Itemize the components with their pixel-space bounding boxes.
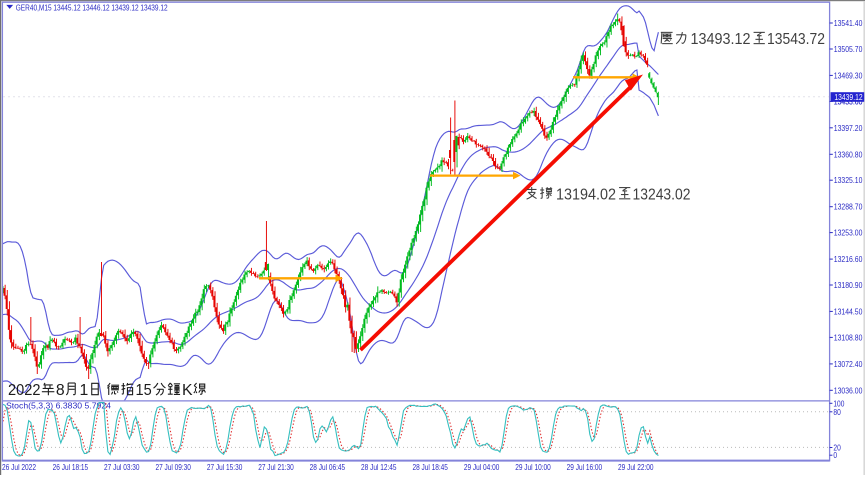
svg-text:13543.72: 13543.72 (767, 31, 825, 48)
svg-text:13397.20: 13397.20 (834, 123, 863, 133)
svg-text:13505.70: 13505.70 (834, 44, 863, 54)
svg-text:13243.02: 13243.02 (633, 186, 691, 203)
svg-text:13144.50: 13144.50 (834, 306, 863, 316)
svg-text:Stoch(5,3,3) 6.3830 5.7924: Stoch(5,3,3) 6.3830 5.7924 (6, 401, 111, 411)
svg-text:13194.02: 13194.02 (556, 186, 616, 203)
svg-text:28 Jul 18:45: 28 Jul 18:45 (412, 462, 448, 472)
svg-text:13288.70: 13288.70 (834, 202, 863, 212)
svg-text:13072.40: 13072.40 (834, 359, 863, 369)
svg-text:27 Jul 21:30: 27 Jul 21:30 (258, 462, 294, 472)
svg-text:13541.40: 13541.40 (834, 18, 863, 28)
svg-text:8: 8 (56, 382, 65, 399)
svg-text:27 Jul 15:30: 27 Jul 15:30 (207, 462, 243, 472)
svg-text:K: K (182, 382, 193, 399)
svg-text:29 Jul 16:00: 29 Jul 16:00 (567, 462, 603, 472)
svg-text:13036.00: 13036.00 (834, 385, 863, 395)
svg-text:29 Jul 22:00: 29 Jul 22:00 (618, 462, 654, 472)
svg-text:2022: 2022 (8, 382, 41, 399)
svg-text:13439.12: 13439.12 (834, 92, 863, 102)
svg-text:27 Jul 09:30: 27 Jul 09:30 (155, 462, 191, 472)
svg-text:GER40,M15 13445.12 13446.12 1: GER40,M15 13445.12 13446.12 13439.12 134… (16, 3, 168, 13)
svg-text:29 Jul 10:00: 29 Jul 10:00 (515, 462, 551, 472)
svg-text:20: 20 (833, 443, 841, 453)
svg-text:13360.80: 13360.80 (834, 149, 863, 159)
svg-text:80: 80 (833, 407, 841, 417)
svg-text:13493.12: 13493.12 (691, 31, 751, 48)
svg-text:13180.90: 13180.90 (834, 280, 863, 290)
svg-text:26 Jul 18:15: 26 Jul 18:15 (53, 462, 89, 472)
svg-text:13325.10: 13325.10 (834, 175, 863, 185)
svg-text:28 Jul 12:45: 28 Jul 12:45 (361, 462, 397, 472)
svg-text:28 Jul 06:45: 28 Jul 06:45 (310, 462, 346, 472)
svg-text:13108.80: 13108.80 (834, 332, 863, 342)
svg-text:29 Jul 04:00: 29 Jul 04:00 (464, 462, 500, 472)
svg-text:15: 15 (136, 382, 152, 399)
svg-text:1: 1 (80, 382, 89, 399)
svg-text:13216.60: 13216.60 (834, 254, 863, 264)
svg-text:26 Jul 2022: 26 Jul 2022 (2, 462, 36, 472)
svg-text:100: 100 (833, 398, 844, 408)
svg-text:13253.00: 13253.00 (834, 228, 863, 238)
svg-text:27 Jul 03:30: 27 Jul 03:30 (104, 462, 140, 472)
svg-text:0: 0 (833, 450, 837, 460)
svg-text:13469.30: 13469.30 (834, 70, 863, 80)
